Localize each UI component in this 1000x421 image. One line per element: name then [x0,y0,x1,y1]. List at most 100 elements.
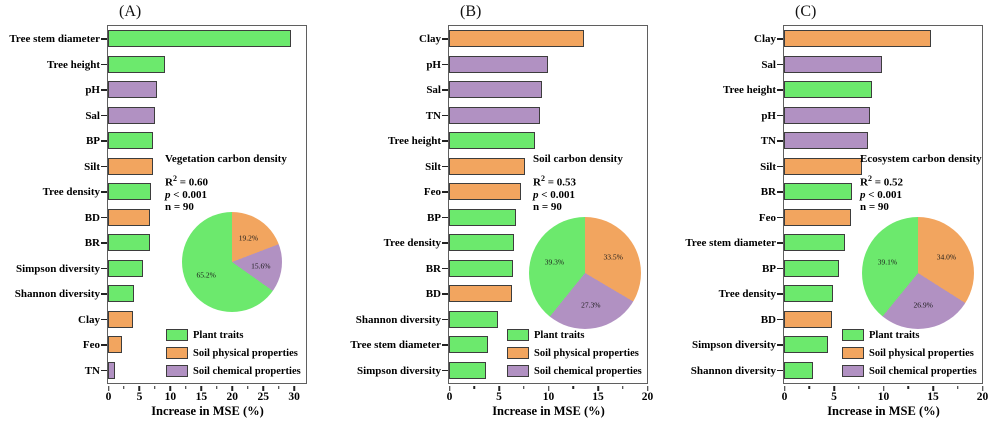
category-label: Tree height [722,84,776,97]
legend-swatch-chemical [166,365,188,377]
bar-clay [108,310,134,328]
y-tick [777,89,783,91]
y-tick [442,242,448,244]
pie-chart [529,217,641,329]
y-tick [777,191,783,193]
p-value-text: p < 0.001 [533,188,576,201]
bar-sal [108,106,156,124]
x-tick-minor [154,385,156,389]
sample-size-text: n = 90 [533,201,562,214]
pie-chart [862,217,974,329]
x-tick-label: 15 [927,391,939,403]
legend-swatch-plant [842,329,864,341]
legend-item-plant: Plant traits [842,326,977,344]
pie-slice-label: 39.3% [544,257,565,267]
x-tick-minor [216,385,218,389]
category-label: Feo [423,186,441,199]
bar-tree-stem-diameter [108,30,292,48]
x-tick-label: 0 [781,391,788,403]
annotation-title: Vegetation carbon density [165,153,287,165]
legend-swatch-physical [842,347,864,359]
x-tick-minor [473,385,475,389]
stats-annotation: Vegetation carbon density R2 = 0.60 p < 0.… [165,153,287,214]
legend-label: Soil physical properties [869,347,974,359]
y-tick [442,293,448,295]
y-tick [777,318,783,320]
x-axis: 0 5 10 15 20 25 30 Increase in MSE (%) [106,384,308,420]
y-tick [101,242,107,244]
category-label: Simpson diversity [691,339,776,352]
bar-tree-density [784,285,833,303]
legend-swatch-chemical [842,365,864,377]
panel-letter: (A) [119,3,142,20]
plot-area: Vegetation carbon density R2 = 0.60 p < 0.… [101,25,308,420]
x-tick-major [783,385,786,391]
bar-bp [449,208,517,226]
x-tick-major [547,385,550,391]
pie-slice-label: 27.3% [581,300,601,310]
category-label: BD [760,313,776,326]
legend-item-physical: Soil physical properties [842,344,977,362]
x-tick-label: 15 [592,391,604,403]
y-tick [442,216,448,218]
p-value-text: p < 0.001 [860,188,903,201]
y-tick [101,267,107,269]
category-label: TN [84,364,100,377]
legend-swatch-physical [507,347,529,359]
bar-clay [449,30,584,48]
category-label: pH [761,109,776,122]
y-tick [101,140,107,142]
legend-swatch-chemical [507,365,529,377]
category-label: BP [85,135,100,148]
x-tick-minor [622,385,624,389]
x-tick-minor [123,385,125,389]
x-tick-major [262,385,264,391]
legend: Plant traits Soil physical properties Soil… [842,326,977,380]
pie-chart [182,212,282,312]
x-tick-label: 15 [195,391,208,403]
y-tick [442,89,448,91]
category-label: BD [425,288,441,301]
r-squared-text: R2 = 0.60 [165,173,208,189]
bar-br [449,259,514,277]
x-tick-label: 10 [164,391,177,403]
category-label: Simpson diversity [356,364,441,377]
y-tick [442,344,448,346]
x-tick-label: 10 [542,391,555,403]
y-tick [101,369,107,371]
y-tick [101,293,107,295]
pie-slice-label: 26.9% [913,300,933,310]
bar-sal [449,81,543,99]
x-tick-major [932,385,934,391]
x-tick-minor [277,385,280,389]
bar-tree-density [449,234,515,252]
bar-br [784,183,853,201]
bar-tree-stem-diameter [784,234,846,252]
y-axis-labels: Tree stem diameter Tree height pH Sal BP Silt… [5,25,107,420]
bar-tree-height [784,81,873,99]
x-tick-major [293,385,295,391]
stats-annotation: Soil carbon density R2 = 0.53 p < 0.001 n =… [533,153,623,214]
category-label: Tree stem diameter [9,33,100,46]
category-label: BP [761,262,776,275]
category-label: BR [84,237,100,250]
category-label: Tree height [387,135,441,148]
y-tick [442,318,448,320]
y-tick [777,38,783,40]
bar-feo [784,208,852,226]
panel-letter: (C) [795,3,817,20]
sample-size-text: n = 90 [860,201,889,214]
bar-silt [108,157,154,175]
legend-item-plant: Plant traits [166,326,301,344]
category-label: Silt [84,160,100,173]
y-tick [777,344,783,346]
y-tick [101,114,107,116]
legend-label: Soil physical properties [534,347,639,359]
y-axis-labels: Clay pH Sal TN Tree height Silt Feo BP Tree dens… [328,25,448,420]
panel-a: (A) Tree stem diameter Tree height pH Sal BP S… [5,0,308,421]
y-tick [442,369,448,371]
category-label: Shannon diversity [690,364,776,377]
legend: Plant traits Soil physical properties Soil… [166,326,301,380]
bar-simpson-diversity [108,259,143,277]
legend-item-chemical: Soil chemical properties [507,362,642,380]
